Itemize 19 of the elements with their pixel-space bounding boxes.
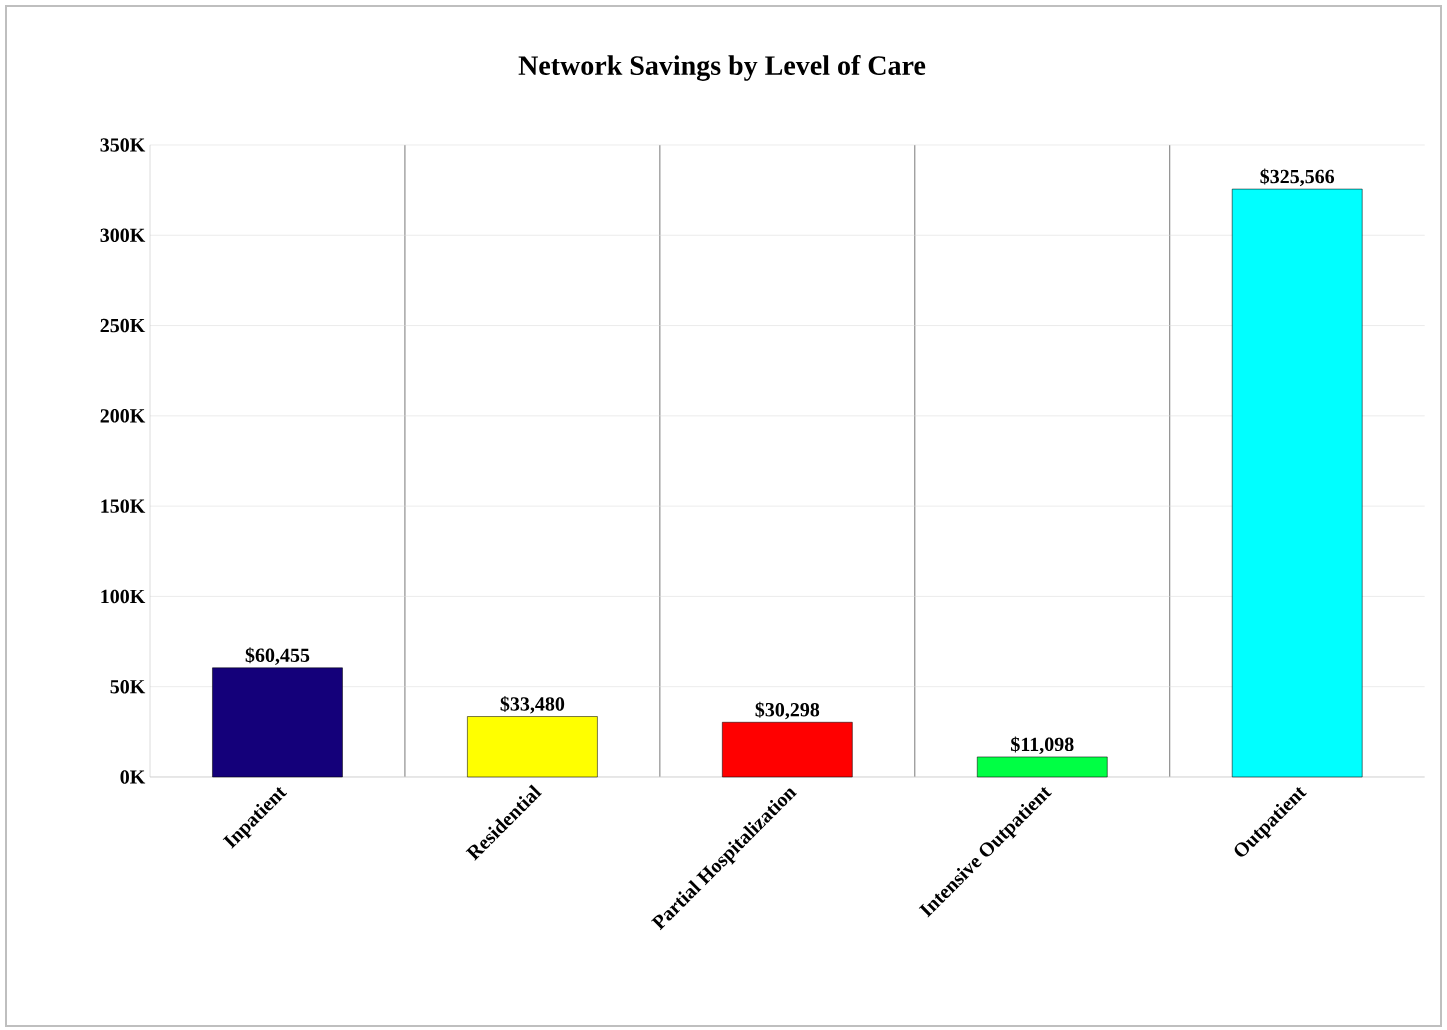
bar <box>467 716 598 778</box>
y-tick-label: 0K <box>120 770 146 784</box>
chart-title: Network Savings by Level of Care <box>518 55 926 81</box>
data-label: $325,566 <box>1260 168 1335 187</box>
data-label: $60,455 <box>245 647 310 665</box>
y-tick-label: 150K <box>101 499 146 513</box>
data-label: $33,480 <box>500 696 565 714</box>
y-tick-label: 350K <box>100 138 146 152</box>
y-tick-label: 200K <box>100 409 146 423</box>
y-tick-label: 250K <box>100 318 146 333</box>
y-tick-label: 100K <box>101 589 146 604</box>
bar <box>976 756 1108 778</box>
bar <box>722 722 853 778</box>
y-tick-label: 300K <box>100 228 146 243</box>
y-tick-label: 50K <box>110 679 146 694</box>
bar <box>212 667 343 778</box>
bar <box>1231 188 1363 778</box>
data-label: $11,098 <box>1011 736 1074 755</box>
data-label: $30,298 <box>755 701 820 720</box>
